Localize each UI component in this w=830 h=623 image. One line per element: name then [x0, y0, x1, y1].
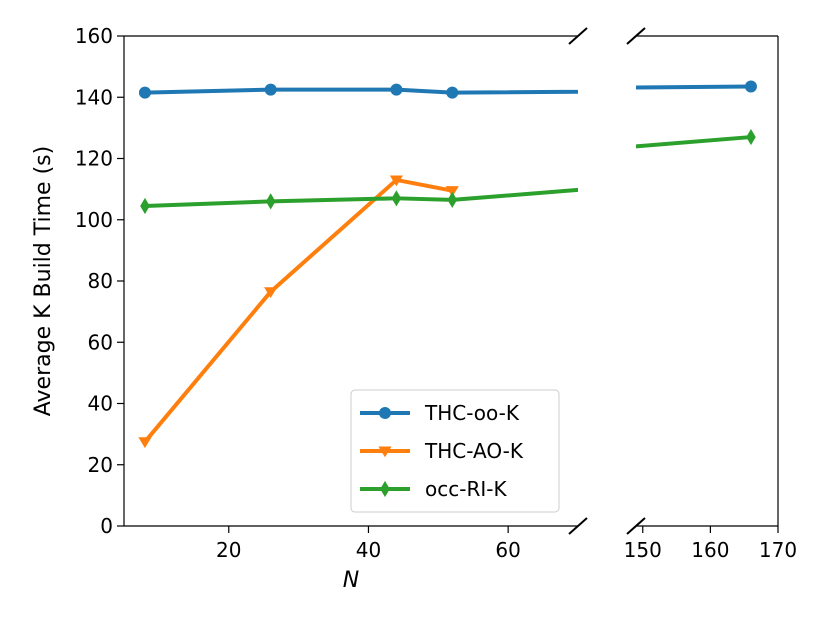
data-point-thc-oo-k [138, 86, 151, 99]
axis-break-mark [568, 517, 588, 535]
y-tick-label: 100 [75, 208, 113, 232]
data-point-occ-ri-k [746, 128, 756, 146]
legend-marker-occ-ri-k [380, 480, 390, 498]
data-point-thc-ao-k [445, 186, 459, 197]
y-axis-label: Average K Build Time (s) [31, 146, 56, 416]
series-line-thc-ao-k [143, 177, 453, 444]
data-point-occ-ri-k [447, 191, 458, 208]
x-tick-label: 150 [624, 538, 662, 562]
y-tick-label: 80 [88, 269, 113, 293]
data-point-thc-oo-k [390, 83, 403, 96]
data-point-thc-oo-k [264, 83, 277, 96]
y-tick-label: 0 [100, 514, 113, 538]
axis-break-mark [626, 27, 646, 45]
y-tick-label: 140 [75, 85, 113, 109]
legend-marker-thc-ao-k [378, 446, 392, 458]
data-point-thc-ao-k [389, 175, 403, 187]
data-point-occ-ri-k [140, 197, 150, 215]
x-axis-label: N [343, 568, 359, 593]
data-point-thc-oo-k [744, 80, 757, 93]
axis-break-mark [568, 27, 588, 45]
y-tick-label: 160 [75, 24, 113, 48]
legend-label-occ-ri-k: occ-RI-K [425, 477, 507, 501]
x-axis-ticks-right: 150 160 170 [624, 526, 797, 562]
axis-break-mark [626, 517, 646, 535]
series-line-occ-ri-k [144, 187, 578, 208]
x-tick-label: 170 [759, 538, 797, 562]
data-point-thc-oo-k [446, 86, 459, 99]
series-right-panel [636, 84, 752, 149]
x-tick-label: 20 [216, 538, 241, 562]
y-tick-label: 60 [88, 330, 113, 354]
legend-frame [350, 389, 560, 513]
y-tick-label: 20 [88, 453, 113, 477]
data-point-occ-ri-k [391, 190, 402, 207]
series-markers [138, 80, 757, 449]
x-tick-label: 60 [495, 538, 520, 562]
data-point-thc-ao-k [138, 437, 152, 449]
data-point-occ-ri-k [265, 193, 276, 210]
x-axis-ticks-left: 20 40 60 [216, 526, 521, 562]
legend-label-thc-ao-k: THC-AO-K [424, 439, 524, 463]
legend-marker-thc-oo-k [379, 407, 391, 419]
legend: THC-oo-K THC-AO-K occ-RI-K [350, 389, 560, 513]
y-tick-label: 40 [88, 392, 113, 416]
y-tick-label: 120 [75, 147, 113, 171]
y-axis-ticks: 0 20 40 60 80 100 120 140 160 [75, 24, 124, 538]
data-point-thc-ao-k [264, 287, 278, 299]
x-tick-label: 40 [356, 538, 381, 562]
legend-label-thc-oo-k: THC-oo-K [424, 401, 520, 425]
x-tick-label: 160 [691, 538, 729, 562]
